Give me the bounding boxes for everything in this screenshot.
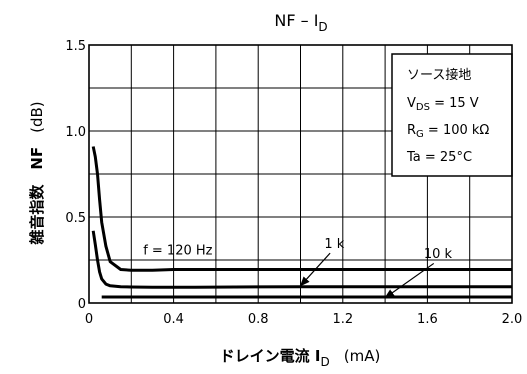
- condition-source: ソース接地: [407, 67, 471, 83]
- series-line-0: [91, 146, 512, 272]
- condition-rg: RG = 100 kΩ: [407, 123, 489, 140]
- chart-title: NF – ID: [274, 11, 327, 34]
- series-arrow-2: [384, 262, 435, 299]
- y-tick-label: 0.5: [65, 211, 86, 226]
- series-label-1: 1 k: [324, 237, 344, 252]
- x-axis-label-main: ドレイン電流 I: [220, 347, 321, 365]
- condition-ta: Ta = 25°C: [406, 150, 472, 165]
- series-line-1: [91, 230, 512, 289]
- x-tick-label: 1.2: [332, 312, 353, 327]
- conditions-box-frame: [391, 53, 513, 177]
- condition-rg-post: = 100 kΩ: [424, 123, 490, 138]
- y-axis-label: 雑音指数 NF (dB): [28, 101, 46, 245]
- series-label-0: f = 120 Hz: [143, 244, 212, 259]
- x-axis-label-subscript: D: [320, 355, 329, 369]
- y-tick-label: 1.5: [65, 39, 86, 54]
- y-tick-label: 1.0: [65, 125, 86, 140]
- condition-rg-sub: G: [416, 129, 424, 140]
- condition-vds-sub: DS: [416, 102, 430, 113]
- x-tick-label: 1.6: [417, 312, 438, 327]
- series-arrow-1: [299, 252, 331, 287]
- x-tick-label: 0.8: [248, 312, 269, 327]
- condition-rg-pre: R: [407, 123, 416, 138]
- series-layer: [91, 146, 512, 299]
- annotation-layer: f = 120 Hz 1 k 10 k: [143, 237, 453, 299]
- x-axis-label: ドレイン電流 ID (mA): [220, 347, 381, 369]
- condition-vds-pre: V: [407, 96, 416, 111]
- x-tick-label: 0: [85, 312, 93, 327]
- x-tick-label: 2.0: [502, 312, 523, 327]
- plot-frame: [88, 44, 513, 304]
- chart-title-subscript: D: [318, 20, 327, 34]
- y-axis-label-main: 雑音指数 NF: [28, 147, 46, 246]
- y-axis-unit: (dB): [28, 101, 46, 133]
- y-tick-label: 0: [78, 297, 86, 312]
- condition-vds: VDS = 15 V: [407, 96, 479, 113]
- condition-vds-post: = 15 V: [430, 96, 479, 111]
- chart-title-main: NF – I: [274, 11, 318, 30]
- tick-label-layer: 0 0.4 0.8 1.2 1.6 2.0 0 0.5 1.0 1.5: [65, 39, 522, 327]
- series-label-2: 10 k: [424, 247, 453, 262]
- conditions-box: ソース接地 VDS = 15 V RG = 100 kΩ Ta = 25°C: [391, 53, 513, 177]
- x-tick-label: 0.4: [163, 312, 184, 327]
- x-axis-unit: (mA): [344, 347, 381, 365]
